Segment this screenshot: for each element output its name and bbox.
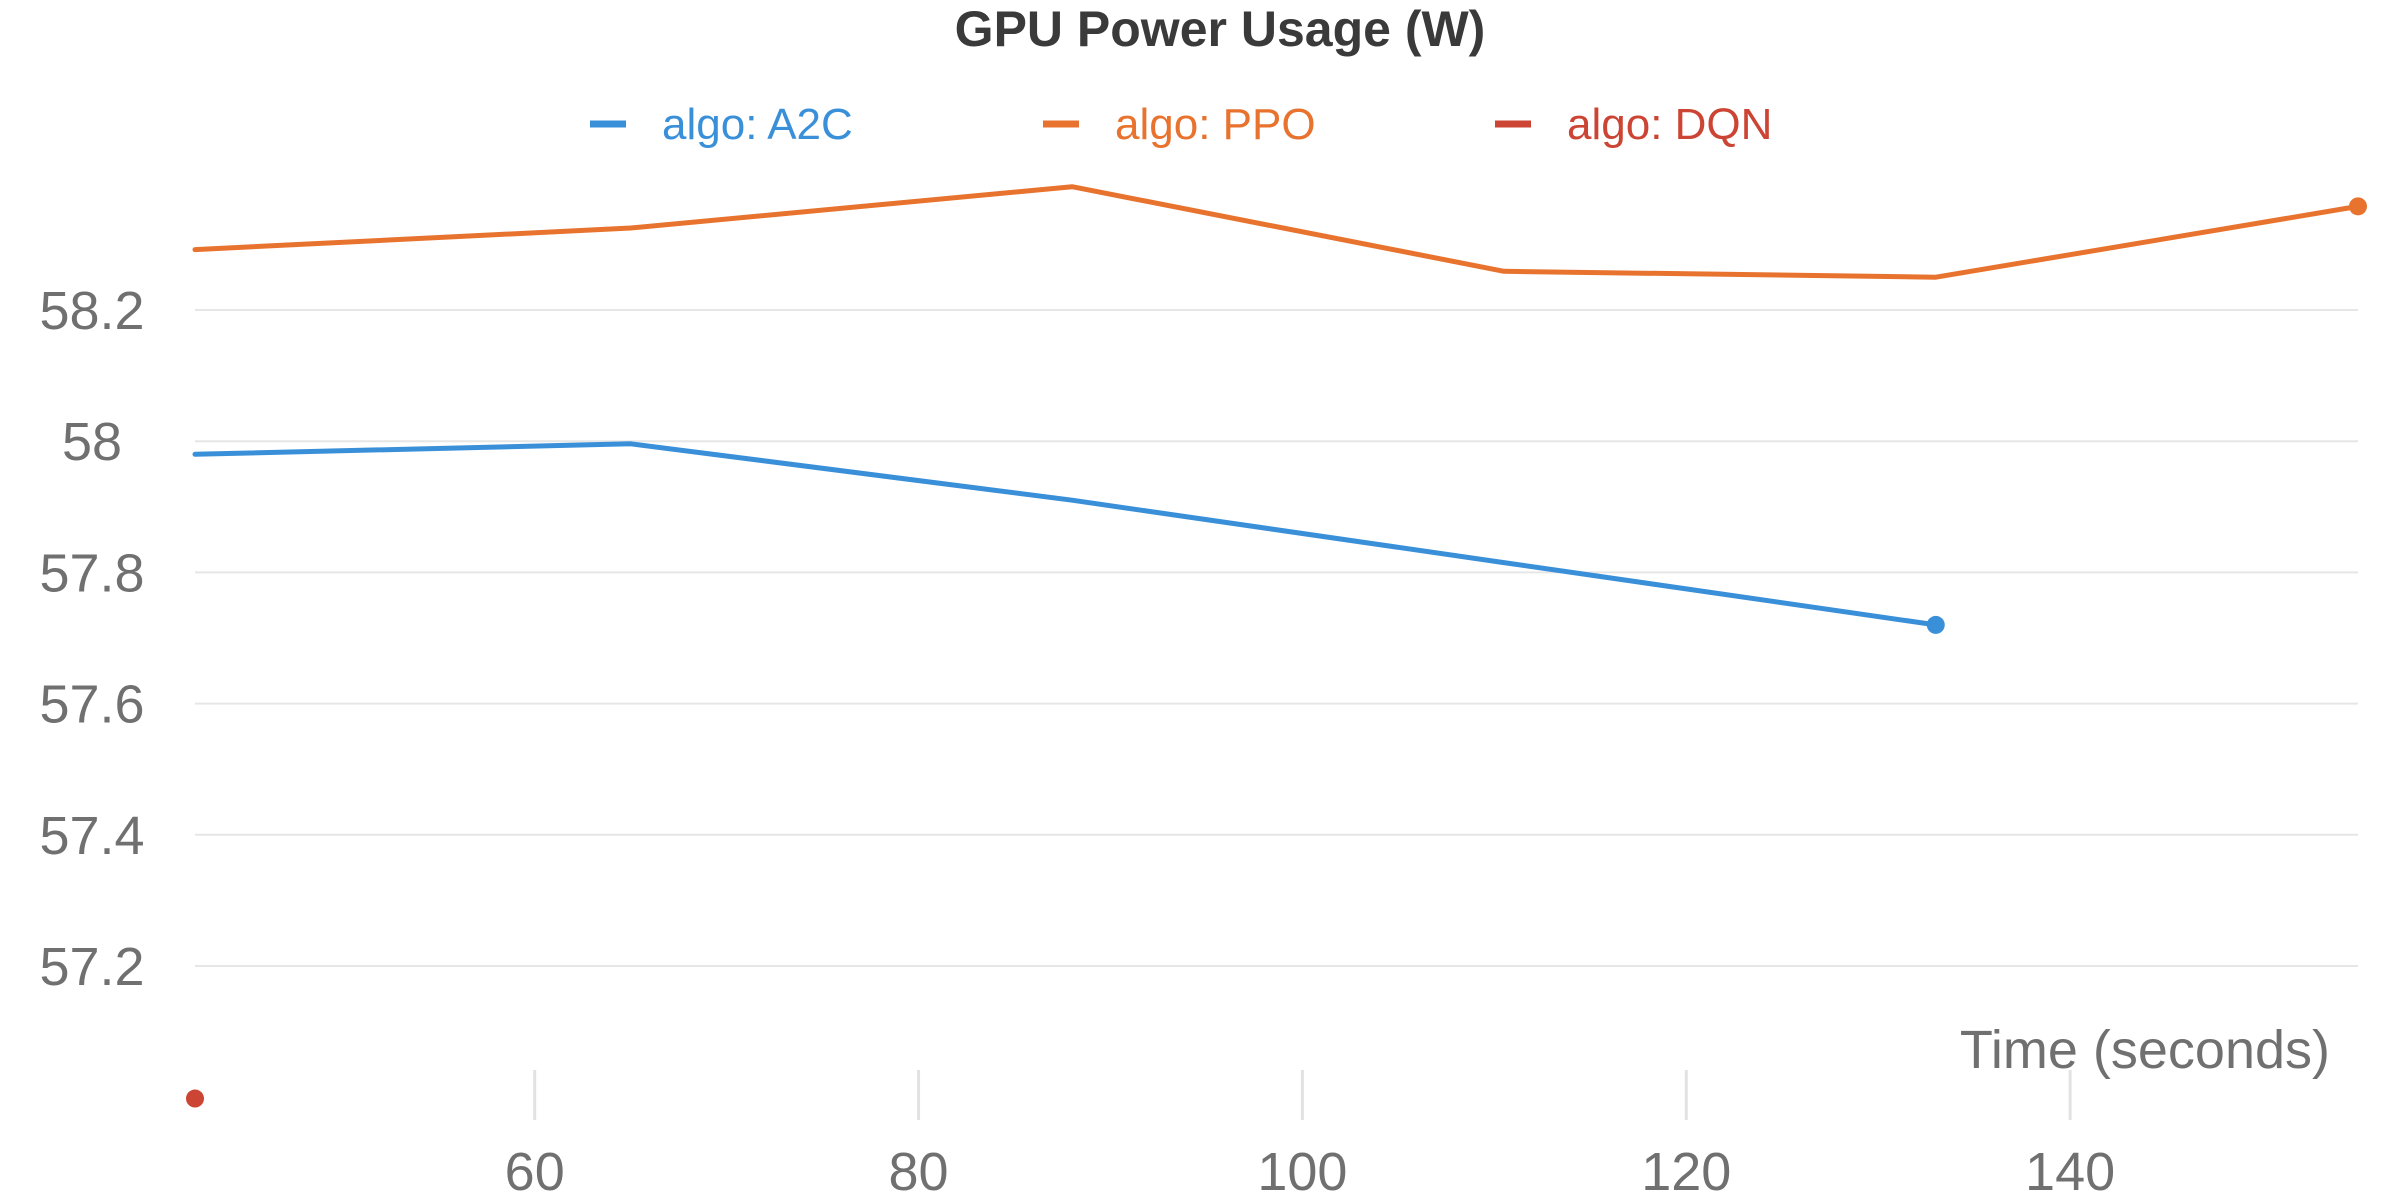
x-axis-title: Time (seconds) [1960,1020,2330,1080]
series-algo-a2c [192,441,1945,634]
x-tick-label: 140 [2025,1142,2115,1200]
series-algo-ppo [192,184,2367,280]
legend-label: algo: DQN [1567,100,1772,149]
y-tick-label: 58 [62,412,122,472]
series-line [192,441,1939,628]
series [186,184,2367,1108]
series-end-point [186,1089,204,1108]
legend-label: algo: A2C [662,100,853,149]
legend-item[interactable]: algo: PPO [1043,100,1316,149]
x-tick-label: 60 [505,1142,565,1200]
legend: algo: A2C algo: PPO algo: DQN [590,100,1772,149]
grid [195,309,2358,967]
series-algo-dqn [186,1089,204,1108]
x-tick-labels: 60 80 100 120 140 [505,1142,2115,1200]
y-tick-label: 57.2 [39,937,144,997]
x-tick-label: 120 [1641,1142,1731,1200]
y-tick-label: 57.8 [39,543,144,603]
x-tick-label: 100 [1257,1142,1347,1200]
legend-label: algo: PPO [1115,100,1316,149]
legend-item[interactable]: algo: DQN [1495,100,1772,149]
chart-title: GPU Power Usage (W) [955,1,1486,57]
x-tick-label: 80 [889,1142,949,1200]
y-tick-label: 58.2 [39,281,144,341]
y-tick-label: 57.4 [39,806,144,866]
y-tick-labels: 57.2 57.4 57.6 57.8 58 58.2 [39,281,144,997]
y-tick-label: 57.6 [39,675,144,735]
legend-item[interactable]: algo: A2C [590,100,853,149]
series-end-point [1926,615,1945,634]
series-end-point [2349,197,2367,216]
x-tick-marks [533,1070,2072,1120]
series-line [192,184,2361,280]
